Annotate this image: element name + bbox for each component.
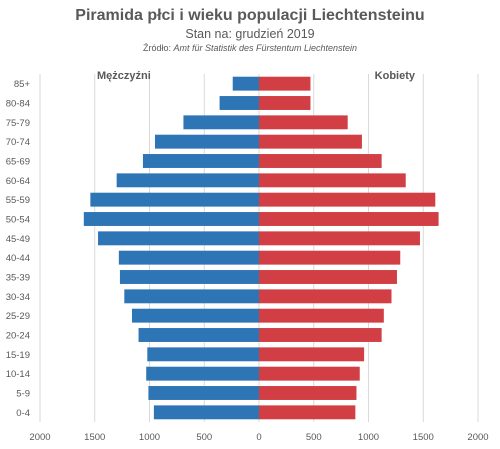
bar-female-75-79: [259, 115, 348, 130]
x-tick-label: 2000: [467, 432, 488, 443]
bar-female-0-4: [259, 405, 356, 420]
bar-female-50-54: [259, 212, 439, 226]
x-tick-label: 500: [196, 432, 212, 443]
category-label: 40-44: [6, 253, 30, 264]
bar-female-40-44: [259, 250, 401, 265]
bar-female-45-49: [259, 231, 420, 246]
x-tick-label: 2000: [29, 432, 50, 443]
bar-male-30-34: [124, 289, 259, 304]
x-tick-label: 1500: [413, 432, 434, 443]
series-label-right: Kobiety: [375, 70, 416, 82]
category-label: 30-34: [6, 292, 30, 303]
bar-male-45-49: [98, 231, 259, 246]
category-label: 45-49: [6, 234, 30, 245]
bar-female-15-19: [259, 347, 365, 362]
x-tick-label: 500: [306, 432, 322, 443]
bar-male-0-4: [153, 405, 259, 420]
chart-title: Piramida płci i wieku populacji Liechten…: [75, 7, 425, 24]
bar-male-70-74: [154, 134, 259, 149]
x-tick-label: 1000: [139, 432, 160, 443]
bar-male-80-84: [219, 96, 259, 110]
bar-female-60-64: [259, 173, 406, 188]
category-label: 0-4: [16, 408, 30, 419]
category-label: 75-79: [6, 118, 30, 129]
category-label: 80-84: [6, 99, 30, 110]
bar-male-55-59: [90, 192, 260, 207]
bar-male-75-79: [183, 115, 259, 130]
category-label: 35-39: [6, 273, 30, 284]
bar-female-65-69: [259, 154, 382, 168]
bar-male-25-29: [131, 308, 259, 323]
bar-male-20-24: [138, 328, 259, 342]
x-tick-label: 0: [256, 432, 261, 443]
bar-female-35-39: [259, 270, 397, 284]
chart-subtitle: Stan na: grudzień 2019: [185, 27, 315, 41]
category-label: 50-54: [6, 215, 30, 226]
category-label: 60-64: [6, 176, 30, 187]
category-label: 20-24: [6, 331, 30, 342]
category-label: 15-19: [6, 350, 30, 361]
bar-male-85+: [232, 76, 259, 91]
category-label: 25-29: [6, 311, 30, 322]
category-label: 65-69: [6, 157, 30, 168]
category-label: 70-74: [6, 137, 30, 148]
x-tick-labels: 2000 1500 1000 500 0 500 1000 1500 2000: [29, 432, 488, 443]
bar-female-80-84: [259, 96, 311, 110]
bar-male-10-14: [146, 366, 259, 381]
bar-male-5-9: [148, 386, 259, 400]
gridlines: [39, 74, 479, 422]
category-labels: 85+ 80-84 75-79 70-74 65-69 60-64 55-59 50-54 45…: [6, 79, 31, 419]
bar-male-35-39: [119, 270, 259, 284]
bar-female-70-74: [259, 134, 362, 149]
x-tick-label: 1500: [84, 432, 105, 443]
bar-male-15-19: [147, 347, 259, 362]
bar-female-10-14: [259, 366, 360, 381]
category-label: 55-59: [6, 195, 30, 206]
bar-male-40-44: [118, 250, 259, 265]
chart-source: Źródło: Amt für Statistik des Fürstentum…: [0, 43, 500, 53]
bar-male-65-69: [142, 154, 259, 168]
bar-male-60-64: [116, 173, 260, 188]
category-label: 10-14: [6, 369, 30, 380]
bar-female-25-29: [259, 308, 384, 323]
bar-female-85+: [259, 76, 311, 91]
bar-female-30-34: [259, 289, 392, 304]
bar-female-5-9: [259, 386, 357, 400]
category-label: 5-9: [16, 389, 30, 400]
x-tick-label: 1000: [358, 432, 379, 443]
series-label-left: Mężczyźni: [97, 70, 151, 82]
source-text: Amt für Statistik des Fürstentum Liechte…: [173, 43, 358, 53]
bar-male-50-54: [83, 212, 259, 226]
bar-female-20-24: [259, 328, 382, 342]
category-label: 85+: [14, 79, 31, 90]
source-prefix: Źródło:: [142, 43, 174, 53]
bar-female-55-59: [259, 192, 436, 207]
bars: [83, 76, 439, 420]
